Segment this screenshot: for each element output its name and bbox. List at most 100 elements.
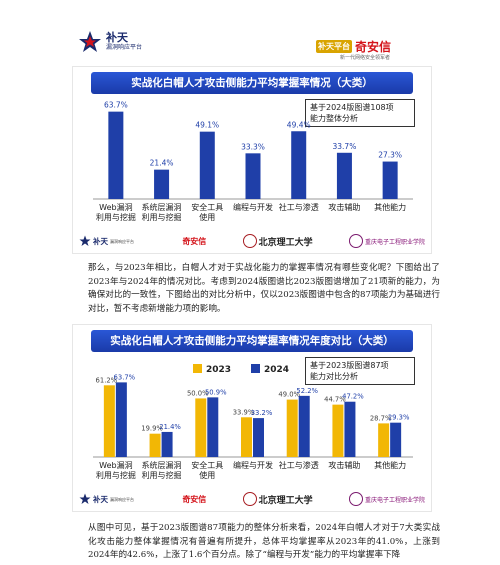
qianxin-name: 奇安信 — [355, 40, 392, 54]
star-emblem-icon — [79, 235, 91, 246]
chart1-note-line1: 基于2024版图谱108项 — [310, 103, 394, 112]
chart2-note-line2: 能力对比分析 — [310, 372, 358, 381]
cqcet-emblem-icon — [348, 492, 363, 506]
footer-logo-cqcet: 重庆电子工程职业学院 — [348, 492, 425, 506]
chart2-bar-2023 — [378, 423, 390, 457]
chart2-data-label-2023: 19.9% — [141, 425, 163, 433]
footer-logo-qianxin: 奇安信 — [182, 494, 206, 505]
chart1-data-label: 49.1% — [195, 121, 219, 130]
footer-logo-butian-sub: 漏洞响应平台 — [110, 238, 134, 244]
qianxin-logo: 补天平台 奇安信 — [316, 38, 391, 55]
chart2-footer-logos: 补天 漏洞响应平台 奇安信 北京理工大学 重庆电子工程职业学院 — [79, 490, 425, 508]
chart2-bar-2024 — [298, 395, 310, 457]
footer-logo-cqcet: 重庆电子工程职业学院 — [348, 234, 425, 248]
chart1-note: 基于2024版图谱108项 能力整体分析 — [305, 99, 415, 127]
footer-logo-bit: 北京理工大学 — [242, 234, 313, 248]
footer-logo-butian: 补天 漏洞响应平台 — [79, 235, 146, 247]
chart2-data-label-2024: 33.2% — [251, 409, 273, 417]
chart2-data-label-2024: 29.3% — [388, 414, 410, 422]
star-emblem-icon — [79, 31, 101, 52]
chart1-data-label: 33.3% — [241, 142, 265, 151]
star-emblem-icon — [79, 493, 91, 504]
chart2-tick-label: 攻击辅助 — [328, 460, 360, 470]
chart1-data-label: 27.3% — [378, 151, 402, 160]
page-header: 补天 漏洞响应平台 补天平台 奇安信 新一代网络安全领军者 — [0, 0, 500, 62]
chart-card-2024: 实战化白帽人才攻击侧能力平均掌握率情况（大类） 基于2024版图谱108项 能力… — [72, 66, 432, 254]
cqcet-emblem-icon — [348, 234, 363, 248]
chart2-bar-2023 — [286, 399, 298, 457]
chart2-note: 基于2023版图谱87项 能力对比分析 — [305, 357, 415, 385]
chart2-bar-2024 — [115, 382, 127, 457]
chart2-note-line1: 基于2023版图谱87项 — [310, 361, 389, 370]
chart2-data-label-2024: 21.4% — [159, 423, 181, 431]
chart-card-comparison: 实战化白帽人才攻击侧能力平均掌握率情况年度对比（大类） 基于2023版图谱87项… — [72, 324, 432, 512]
chart2-bar-2024 — [344, 401, 356, 457]
chart2-data-label-2023: 44.7% — [324, 396, 346, 404]
chart2-data-label-2024: 63.7% — [114, 373, 136, 381]
chart1-tick-label: 利用与挖掘 — [142, 212, 182, 222]
chart2-bar-2023 — [103, 385, 115, 457]
chart1-data-label: 49.4% — [287, 120, 311, 129]
chart2-data-label-2024: 47.2% — [342, 393, 364, 401]
chart1-data-label: 63.7% — [104, 101, 128, 110]
chart2-title: 实战化白帽人才攻击侧能力平均掌握率情况年度对比（大类） — [91, 330, 413, 352]
chart1-tick-label: 攻击辅助 — [328, 202, 360, 212]
chart1-bar — [336, 152, 352, 199]
footer-logo-butian: 补天 漏洞响应平台 — [79, 493, 146, 505]
chart2-legend-swatch — [251, 364, 260, 373]
butian-badge: 补天平台 — [316, 40, 352, 53]
footer-logo-bit: 北京理工大学 — [242, 492, 313, 506]
footer-logo-bit-name: 北京理工大学 — [258, 495, 313, 506]
chart2-tick-label: 利用与挖掘 — [142, 470, 182, 480]
chart2-data-label-2024: 52.2% — [296, 387, 318, 395]
footer-logo-cqcet-name: 重庆电子工程职业学院 — [364, 238, 425, 246]
footer-logo-bit-name: 北京理工大学 — [258, 237, 313, 248]
chart2-tick-label: 利用与挖掘 — [96, 470, 136, 480]
chart2-bar-2024 — [390, 422, 402, 457]
chart2-legend-label: 2024 — [264, 365, 289, 375]
chart2-tick-label: 使用 — [199, 470, 215, 480]
paragraph-2: 从图中可见，基于2023版图谱87项能力的整体分析来看，2024年白帽人才对于7… — [88, 523, 440, 560]
chart1-tick-label: 使用 — [199, 212, 215, 222]
chart1-bar — [382, 161, 398, 199]
footer-logo-qianxin-name: 奇安信 — [182, 494, 207, 504]
chart2-data-label-2023: 61.2% — [96, 376, 118, 384]
footer-logo-cqcet-name: 重庆电子工程职业学院 — [364, 496, 425, 504]
chart1-tick-label: 安全工具 — [191, 202, 223, 212]
chart1-data-label: 33.7% — [333, 142, 357, 151]
chart2-bar-2023 — [195, 398, 207, 457]
paragraph-1: 那么，与2023年相比，白帽人才对于实战化能力的掌握率情况有哪些变化呢？下图给出… — [88, 263, 440, 314]
chart2-tick-label: 系统层漏洞 — [142, 460, 182, 470]
footer-logo-qianxin: 奇安信 — [182, 236, 206, 247]
chart1-footer-logos: 补天 漏洞响应平台 奇安信 北京理工大学 重庆电子工程职业学院 — [79, 232, 425, 250]
chart1-tick-label: 系统层漏洞 — [142, 202, 182, 212]
chart2-bar-2023 — [241, 417, 252, 457]
butian-logo: 补天 漏洞响应平台 — [78, 30, 142, 54]
qianxin-slogan: 新一代网络安全领军者 — [340, 55, 391, 61]
chart2-bar-2024 — [253, 418, 264, 457]
chart2-data-label-2023: 50.0% — [187, 389, 209, 397]
chart1-tick-label: 编程与开发 — [233, 202, 273, 212]
chart2-tick-label: 其他能力 — [374, 460, 406, 470]
footer-logo-butian-name: 补天 — [93, 494, 108, 504]
footer-logo-qianxin-name: 奇安信 — [182, 236, 207, 246]
chart1-note-line2: 能力整体分析 — [310, 114, 358, 123]
chart2-bar-2024 — [207, 397, 219, 457]
chart2-tick-label: 安全工具 — [191, 460, 223, 470]
chart2-bar-2023 — [149, 433, 161, 457]
chart1-tick-label: Web漏洞 — [99, 202, 132, 212]
chart1-bar — [291, 131, 307, 199]
bit-emblem-icon — [242, 492, 257, 506]
bit-emblem-icon — [242, 234, 257, 248]
chart2-bar-2023 — [332, 404, 344, 457]
chart2-data-label-2023: 33.9% — [233, 408, 255, 416]
footer-logo-butian-sub: 漏洞响应平台 — [110, 496, 134, 502]
chart2-data-label-2023: 49.0% — [278, 391, 300, 399]
chart2-data-label-2024: 50.9% — [205, 388, 227, 396]
chart2-bar-2024 — [161, 431, 173, 457]
chart1-bar — [199, 131, 215, 199]
chart1-tick-label: 其他能力 — [374, 202, 406, 212]
chart1-bar — [108, 111, 124, 199]
